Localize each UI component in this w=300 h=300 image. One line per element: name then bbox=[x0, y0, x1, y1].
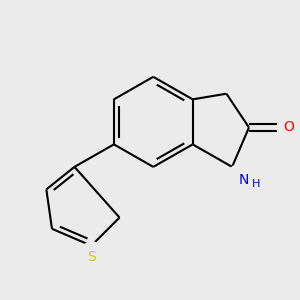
Text: S: S bbox=[87, 250, 96, 264]
Text: H: H bbox=[252, 179, 260, 189]
Text: O: O bbox=[283, 121, 294, 134]
Text: N: N bbox=[238, 172, 248, 187]
